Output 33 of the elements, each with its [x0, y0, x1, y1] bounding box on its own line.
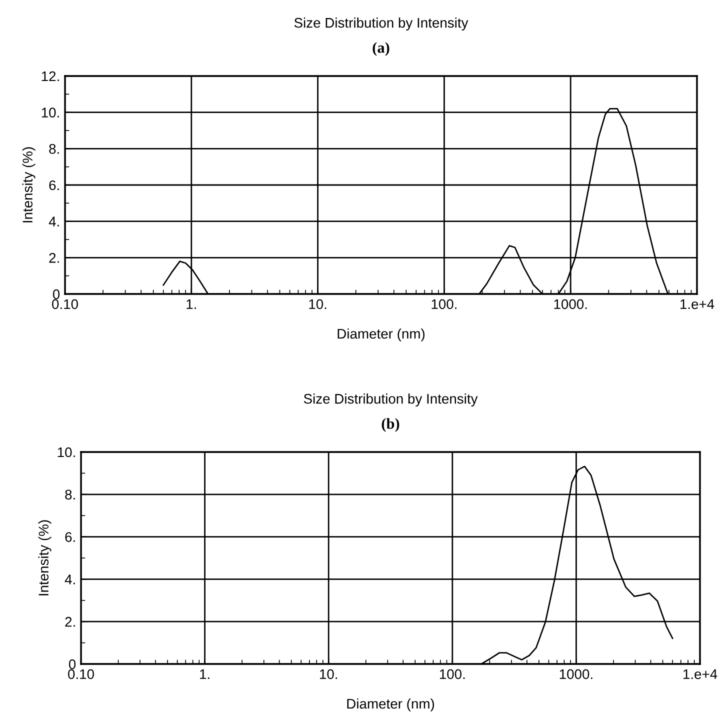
x-tick-label: 1000.	[560, 669, 592, 680]
x-tick-label: 10.	[320, 669, 337, 680]
y-tick-label: 4.	[64, 574, 75, 584]
x-tick-label: 1.e+4	[680, 299, 714, 310]
y-tick-label: 6.	[65, 532, 75, 542]
y-tick-label: 0	[52, 289, 60, 300]
y-tick-label: 8.	[49, 144, 59, 154]
y-tick-label: 8.	[65, 490, 75, 500]
y-axis-title: Intensity (%)	[38, 520, 52, 596]
x-tick-label: 100.	[432, 299, 456, 310]
y-tick-label: 6.	[49, 180, 59, 190]
y-tick-label: 10.	[42, 108, 59, 118]
y-axis-title: Intensity (%)	[22, 147, 36, 222]
y-tick-label: 0	[68, 659, 76, 670]
chart-title: Size Distribution by Intensity	[294, 18, 468, 30]
chart-title: Size Distribution by Intensity	[304, 394, 478, 406]
x-tick-label: 0.10	[52, 299, 78, 310]
x-tick-label: 1.	[200, 669, 210, 679]
x-tick-label: 1000.	[554, 299, 587, 310]
x-tick-label: 10.	[309, 299, 326, 310]
chart-subtitle: (a)	[372, 42, 390, 56]
x-tick-label: 100.	[440, 669, 465, 680]
y-tick-label: 4.	[48, 216, 59, 226]
chart-subtitle: (b)	[382, 418, 400, 432]
x-tick-label: 1.	[186, 299, 196, 309]
y-tick-label: 10.	[58, 447, 75, 458]
x-axis-title: Diameter (nm)	[347, 698, 434, 712]
x-tick-label: 1.e+4	[683, 669, 718, 680]
x-tick-label: 0.10	[68, 669, 94, 680]
y-tick-label: 2.	[49, 253, 59, 263]
x-axis-title: Diameter (nm)	[338, 328, 425, 342]
y-tick-label: 12.	[42, 71, 59, 82]
y-tick-label: 2.	[65, 616, 75, 627]
